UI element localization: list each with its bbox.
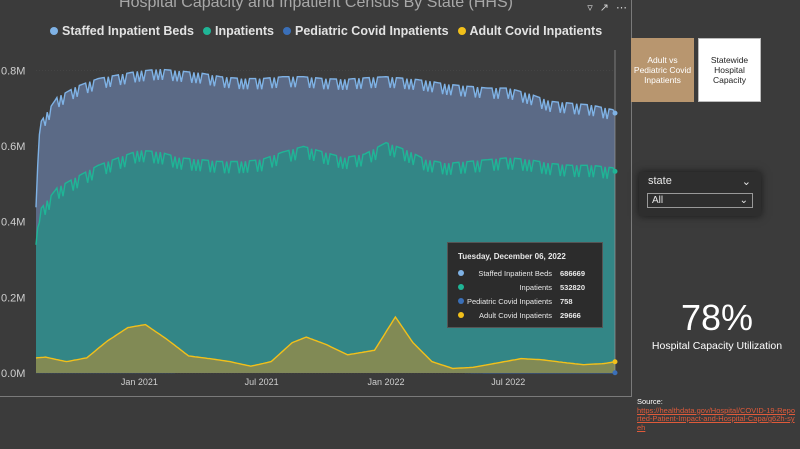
slicer-title: state bbox=[648, 175, 672, 187]
legend-item[interactable]: Pediatric Covid Inpatients bbox=[283, 24, 449, 38]
source-block: Source: https://healthdata.gov/Hospital/… bbox=[637, 397, 797, 432]
legend-label: Adult Covid Inpatients bbox=[469, 24, 603, 38]
more-options-icon[interactable]: ⋯ bbox=[616, 2, 627, 14]
area-chart[interactable]: 0.0M 0.2M 0.4M 0.6M 0.8M Jan 2021 Jul 2021 Jan … bbox=[0, 0, 632, 397]
tooltip-label: Inpatients bbox=[519, 282, 552, 292]
data-point bbox=[612, 359, 618, 365]
chart-legend: Staffed Inpatient Beds Inpatients Pediat… bbox=[50, 24, 602, 38]
legend-item[interactable]: Inpatients bbox=[202, 24, 275, 38]
legend-dot-icon bbox=[202, 27, 211, 35]
chart-visual: Hospital Capacity and Inpatient Census B… bbox=[0, 0, 632, 397]
x-tick-label: Jan 2021 bbox=[121, 377, 158, 387]
statewide-capacity-button[interactable]: Statewide Hospital Capacity bbox=[698, 38, 761, 102]
series-line bbox=[35, 141, 616, 245]
legend-dot-icon bbox=[50, 27, 58, 35]
legend-dot-icon bbox=[457, 27, 466, 35]
legend-item[interactable]: Adult Covid Inpatients bbox=[457, 24, 603, 38]
chart-tooltip: Tuesday, December 06, 2022 Staffed Inpat… bbox=[447, 242, 603, 328]
focus-mode-icon[interactable]: ↗ bbox=[599, 2, 609, 14]
source-label: Source: bbox=[637, 397, 663, 406]
tooltip-row: Adult Covid Inpatients 29666 bbox=[458, 309, 598, 321]
tooltip-date: Tuesday, December 06, 2022 bbox=[458, 252, 566, 261]
legend-label: Staffed Inpatient Beds bbox=[62, 24, 194, 38]
tooltip-label: Staffed Inpatient Beds bbox=[478, 268, 552, 278]
tooltip-dot-icon bbox=[458, 312, 464, 318]
tooltip-value: 758 bbox=[560, 296, 573, 306]
legend-label: Pediatric Covid Inpatients bbox=[295, 24, 449, 38]
tooltip-dot-icon bbox=[458, 284, 464, 290]
source-link[interactable]: https://healthdata.gov/Hospital/COVID-19… bbox=[637, 405, 796, 432]
state-dropdown[interactable]: All ⌄ bbox=[647, 193, 753, 208]
data-point bbox=[612, 370, 618, 376]
x-tick-label: Jul 2021 bbox=[245, 377, 279, 387]
chevron-down-icon: ⌄ bbox=[739, 195, 748, 206]
legend-item[interactable]: Staffed Inpatient Beds bbox=[50, 24, 194, 38]
tooltip-value: 29666 bbox=[560, 310, 581, 320]
tooltip-dot-icon bbox=[458, 298, 464, 304]
y-tick-label: 0.0M bbox=[1, 368, 25, 380]
tooltip-value: 686669 bbox=[560, 268, 586, 278]
tooltip-dot-icon bbox=[458, 270, 464, 276]
kpi-card: 78% Hospital Capacity Utilization bbox=[637, 296, 797, 352]
data-point bbox=[612, 110, 618, 116]
x-tick-label: Jul 2022 bbox=[491, 377, 525, 387]
tooltip-label: Adult Covid Inpatients bbox=[479, 310, 552, 320]
visual-header-icons: ▿ ↗ ⋯ bbox=[587, 1, 627, 14]
tooltip-row: Inpatients 532820 bbox=[458, 281, 598, 293]
tooltip-row: Pediatric Covid Inpatients 758 bbox=[458, 295, 598, 307]
series-line bbox=[35, 68, 616, 208]
x-tick-label: Jan 2022 bbox=[367, 377, 404, 387]
tooltip-label: Pediatric Covid Inpatients bbox=[466, 296, 552, 306]
tooltip-value: 532820 bbox=[560, 282, 586, 292]
tooltip-row: Staffed Inpatient Beds 686669 bbox=[458, 267, 598, 279]
y-tick-label: 0.6M bbox=[1, 141, 25, 153]
kpi-value: 78% bbox=[680, 297, 754, 338]
legend-dot-icon bbox=[283, 27, 292, 35]
chevron-down-icon[interactable]: ⌄ bbox=[741, 176, 751, 188]
state-slicer: state ⌄ All ⌄ bbox=[639, 172, 761, 216]
y-tick-label: 0.8M bbox=[1, 65, 25, 77]
y-tick-label: 0.4M bbox=[1, 217, 25, 229]
filter-icon[interactable]: ▿ bbox=[587, 2, 593, 14]
adult-vs-pediatric-button[interactable]: Adult vs Pediatric Covid Inpatients bbox=[631, 38, 694, 102]
state-dropdown-value: All bbox=[652, 195, 664, 206]
data-point bbox=[612, 168, 618, 174]
series-area bbox=[36, 317, 615, 373]
series-line bbox=[35, 315, 616, 370]
legend-label: Inpatients bbox=[214, 24, 275, 38]
chart-title: Hospital Capacity and Inpatient Census B… bbox=[119, 0, 513, 11]
kpi-label: Hospital Capacity Utilization bbox=[651, 340, 783, 352]
y-tick-label: 0.2M bbox=[1, 292, 25, 304]
